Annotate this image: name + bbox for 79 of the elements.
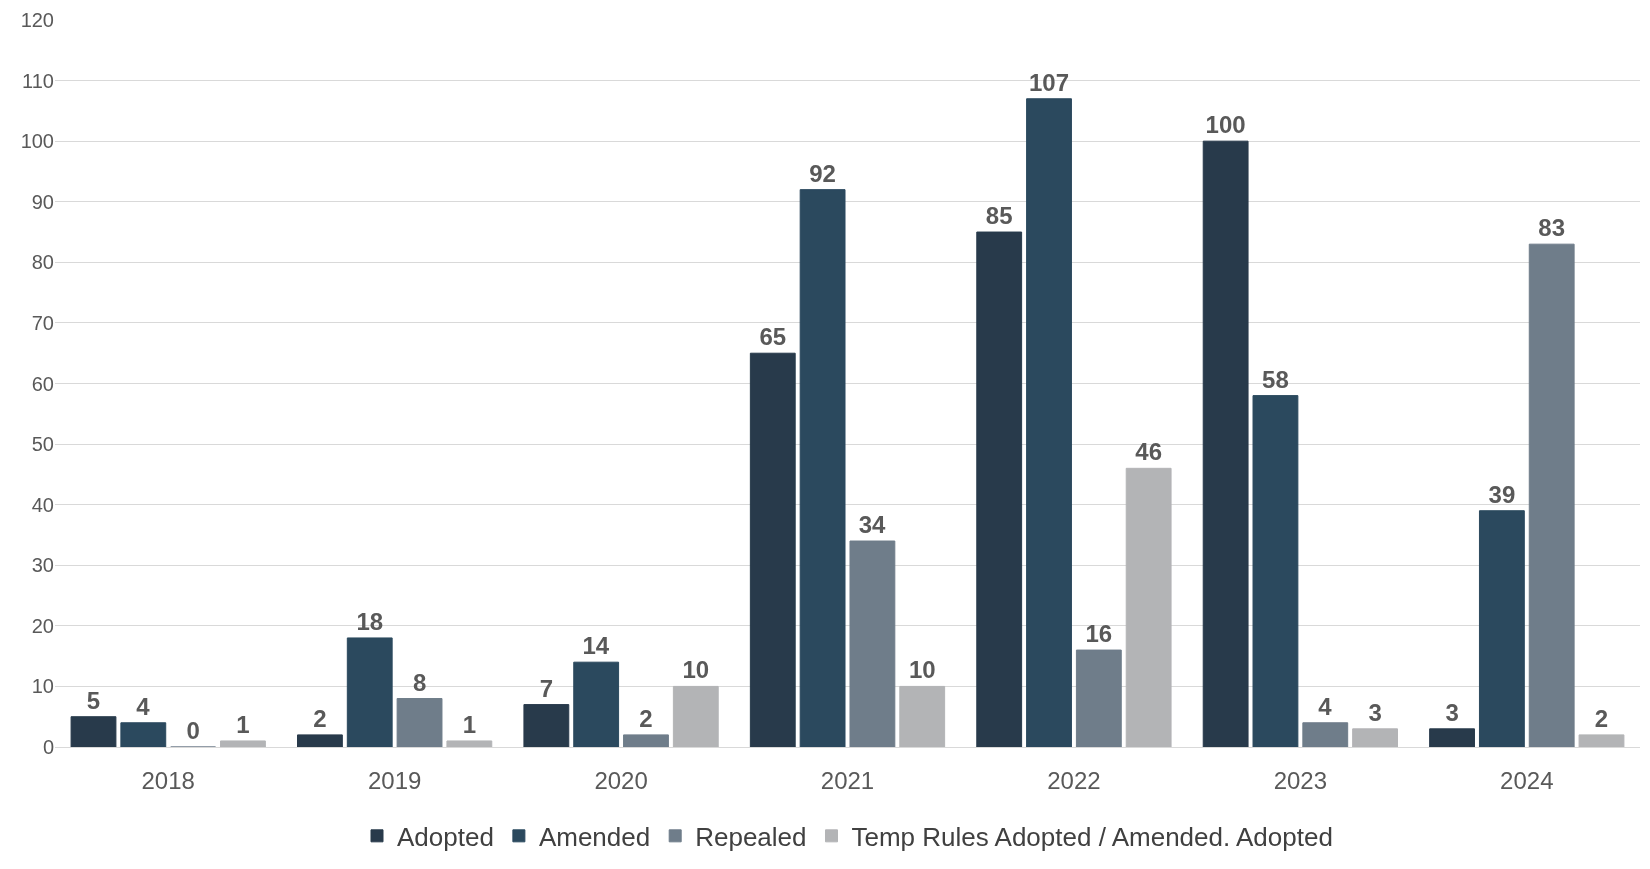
bar: [1528, 243, 1575, 747]
bar: [1252, 395, 1299, 747]
legend-label: Temp Rules Adopted / Amended. Adopted: [851, 821, 1333, 852]
data-label: 65: [759, 323, 787, 351]
bar: [623, 734, 669, 747]
data-label: 46: [1135, 438, 1162, 466]
data-label: 83: [1538, 214, 1566, 242]
data-label: 1: [462, 710, 477, 738]
y-tick-label: 20: [31, 614, 54, 637]
bar: [446, 740, 493, 747]
x-tick-label: 2024: [1500, 766, 1554, 794]
bar: [120, 722, 167, 747]
y-tick-label: 100: [20, 130, 54, 153]
bar: [1302, 722, 1349, 747]
y-tick-label: 70: [31, 311, 54, 334]
bar: [899, 685, 946, 747]
bar: [1202, 140, 1249, 747]
data-label: 8: [412, 668, 427, 696]
bar: [573, 661, 620, 747]
x-tick-label: 2019: [367, 766, 422, 794]
data-label: 2: [639, 704, 653, 732]
bar: [749, 352, 796, 747]
data-label: 2: [313, 704, 327, 732]
data-label: 0: [186, 717, 200, 744]
data-label: 3: [1445, 698, 1459, 726]
x-tick-label: 2020: [594, 766, 648, 794]
x-tick-label: 2018: [141, 766, 195, 794]
legend-label: Adopted: [397, 821, 494, 852]
bar: [1352, 728, 1398, 747]
data-label: 58: [1262, 365, 1289, 393]
y-tick-label: 120: [20, 9, 54, 31]
data-label: 4: [1318, 692, 1333, 720]
legend-label: Repealed: [695, 821, 807, 852]
bar: [523, 704, 570, 747]
bar: [1026, 98, 1072, 747]
data-label: 92: [809, 159, 836, 187]
data-label: 14: [582, 632, 610, 660]
y-tick-label: 80: [31, 251, 54, 274]
bar: [1125, 467, 1172, 747]
x-tick-label: 2023: [1273, 766, 1328, 794]
bar: [799, 189, 846, 747]
bar: [297, 734, 343, 747]
bar: [1478, 510, 1525, 747]
bar: [1429, 728, 1475, 747]
data-label: 2: [1594, 704, 1609, 732]
data-label: 34: [858, 511, 887, 539]
data-label: 18: [356, 607, 384, 635]
data-label: 7: [539, 674, 554, 702]
bar: [849, 540, 896, 747]
y-tick-label: 50: [31, 433, 54, 456]
data-label: 85: [985, 202, 1013, 230]
bar: [220, 740, 266, 747]
y-tick-label: 10: [31, 675, 54, 698]
data-label: 10: [682, 656, 710, 684]
data-label: 3: [1368, 698, 1382, 726]
y-tick-label: 40: [31, 493, 54, 516]
x-tick-label: 2022: [1047, 766, 1101, 794]
y-tick-label: 60: [31, 372, 54, 395]
data-label: 16: [1085, 620, 1113, 648]
bar: [346, 637, 393, 747]
y-tick-label: 110: [22, 69, 54, 92]
data-label: 100: [1205, 111, 1246, 139]
data-label: 5: [86, 686, 101, 714]
y-tick-label: 0: [42, 736, 54, 758]
data-label: 1: [236, 710, 250, 738]
x-tick-label: 2021: [820, 766, 875, 794]
bar: [396, 698, 443, 747]
bar: [1075, 649, 1122, 747]
bar: [976, 231, 1023, 747]
legend-label: Amended: [538, 821, 651, 852]
data-label: 39: [1488, 480, 1516, 508]
data-label: 10: [908, 656, 936, 684]
data-label: 107: [1029, 68, 1070, 96]
y-tick-label: 30: [31, 554, 54, 577]
bar: [70, 716, 117, 747]
bar: [672, 685, 719, 747]
data-label: 4: [136, 692, 151, 720]
y-tick-label: 90: [31, 190, 54, 213]
bar: [1578, 734, 1625, 747]
